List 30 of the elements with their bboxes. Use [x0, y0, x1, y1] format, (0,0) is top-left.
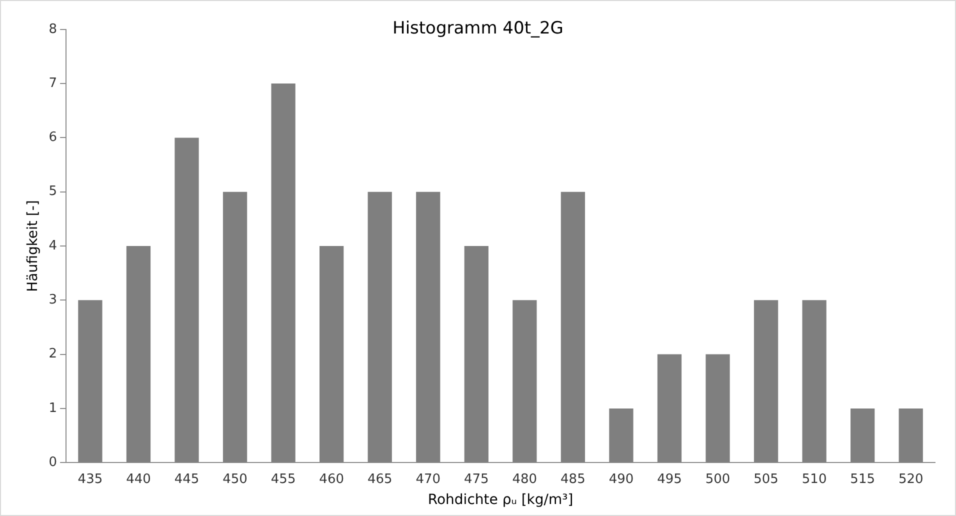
- y-tick-label: 1: [48, 400, 58, 416]
- y-axis-title: Häufigkeit [-]: [25, 200, 42, 292]
- x-tick-label: 460: [319, 472, 344, 487]
- x-tick-label: 505: [754, 472, 778, 487]
- x-tick-label: 510: [802, 472, 827, 487]
- chart-title: Histogramm 40t_2G: [392, 18, 564, 39]
- y-tick-label: 2: [48, 346, 58, 362]
- x-tick-label: 495: [657, 472, 682, 487]
- y-tick-label: 0: [48, 454, 58, 470]
- x-tick-label: 450: [222, 472, 248, 487]
- x-tick-label: 520: [898, 472, 924, 487]
- x-tick-label: 515: [850, 472, 876, 487]
- y-tick-label: 4: [48, 238, 58, 254]
- y-tick-label: 6: [48, 130, 58, 146]
- y-tick-label: 7: [48, 76, 58, 91]
- x-tick-label: 455: [270, 472, 296, 487]
- x-tick-label: 435: [78, 472, 103, 487]
- x-tick-label: 445: [174, 472, 200, 487]
- x-tick-label: 470: [416, 472, 441, 487]
- y-tick-label: 3: [48, 292, 58, 308]
- x-tick-label: 465: [367, 472, 392, 487]
- x-axis-title: Rohdichte ρᵤ [kg/m³]: [428, 492, 574, 508]
- y-tick-label: 8: [48, 22, 58, 37]
- x-tick-label: 485: [560, 472, 586, 487]
- x-tick-label: 490: [608, 472, 634, 487]
- x-tick-label: 500: [705, 472, 730, 487]
- x-tick-label: 475: [464, 472, 489, 487]
- y-tick-label: 5: [48, 184, 58, 200]
- x-tick-label: 480: [512, 472, 538, 487]
- x-tick-label: 440: [126, 472, 151, 487]
